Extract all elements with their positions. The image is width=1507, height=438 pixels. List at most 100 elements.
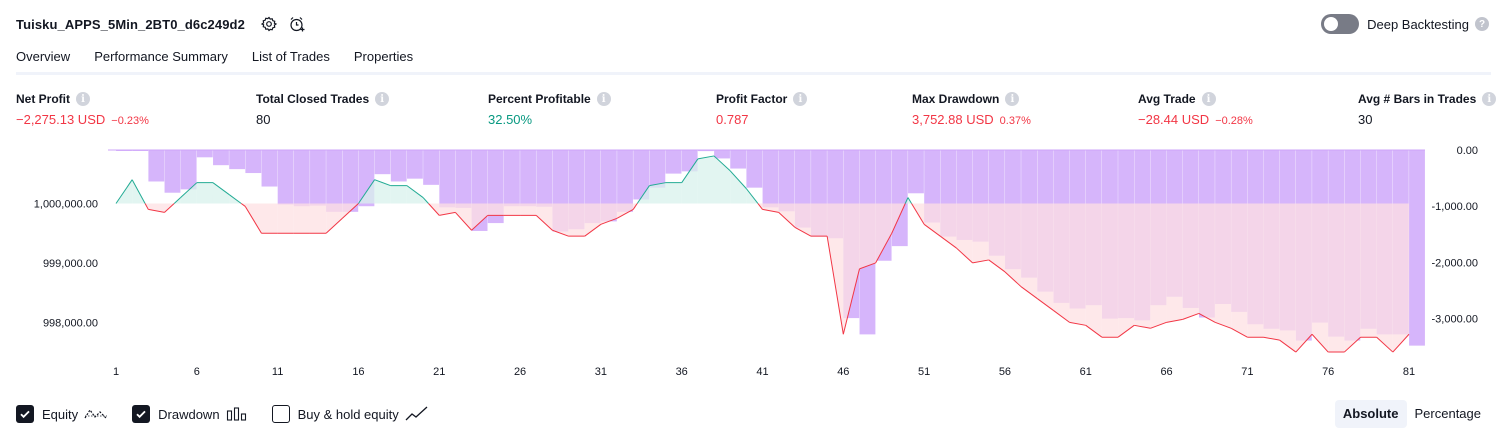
tab-properties[interactable]: Properties [353, 49, 414, 64]
equity-area [940, 203, 957, 249]
equity-line-segment [972, 259, 989, 264]
right-axis-tick-label: -1,000.00 [1432, 201, 1478, 213]
metric-percent: −0.23% [111, 115, 149, 127]
gear-icon[interactable] [259, 14, 279, 34]
equity-line-segment [1134, 324, 1151, 329]
equity-line-segment [778, 212, 796, 228]
add-alert-icon[interactable] [287, 14, 307, 34]
equity-area [390, 185, 407, 204]
equity-line-segment [1004, 271, 1022, 288]
equity-line-segment [584, 223, 602, 237]
mode-percentage[interactable]: Percentage [1414, 406, 1482, 421]
legend-drawdown[interactable]: Drawdown [132, 405, 247, 423]
equity-line-segment [1053, 310, 1070, 323]
info-icon[interactable]: i [375, 92, 390, 106]
right-axis-tick-label: -2,000.00 [1432, 257, 1478, 269]
info-icon[interactable]: i [1201, 92, 1216, 106]
equity-line-segment [244, 206, 262, 234]
metric-value: 30 [1358, 112, 1373, 127]
tab-performance-summary[interactable]: Performance Summary [94, 49, 228, 64]
equity-area [1134, 203, 1151, 329]
tab-list-of-trades[interactable]: List of Trades [251, 49, 330, 64]
x-axis-tick-label: 61 [1080, 366, 1092, 378]
drawdown-bar [213, 150, 229, 166]
metric-label: Total Closed Trades [256, 92, 370, 106]
metric-max-drawdown: Max Drawdown i 3,752.88 USD 0.37% [912, 92, 1031, 127]
equity-area [924, 203, 941, 237]
deep-backtesting-toggle[interactable] [1321, 14, 1360, 34]
equity-line-segment [600, 217, 618, 225]
right-axis-tick-label: 0.00 [1457, 145, 1478, 157]
equity-area [1069, 203, 1086, 326]
equity-line-segment [713, 155, 731, 172]
drawdown-bar [196, 150, 213, 158]
equity-area [649, 182, 666, 204]
equity-area [1247, 203, 1264, 338]
equity-area [568, 203, 585, 237]
equity-line-segment [907, 197, 912, 204]
equity-area [778, 203, 795, 228]
drawdown-checkbox[interactable] [132, 405, 151, 423]
metric-label: Max Drawdown [912, 92, 1000, 106]
equity-line-segment [1392, 333, 1410, 353]
tab-overview[interactable]: Overview [16, 44, 71, 75]
x-axis-tick-label: 21 [433, 366, 445, 378]
drawdown-bar [762, 150, 779, 208]
equity-line-segment [131, 179, 146, 204]
info-icon[interactable]: i [1005, 92, 1020, 106]
equity-area [988, 203, 1005, 272]
legend-equity[interactable]: Equity [16, 405, 108, 423]
drawdown-bar [1409, 150, 1425, 346]
equity-line-segment [636, 185, 650, 204]
help-icon[interactable]: ? [1475, 17, 1489, 31]
equity-area [1021, 203, 1038, 299]
drawdown-bar [390, 150, 407, 182]
equity-line-segment [939, 235, 957, 249]
metric-percent-profitable: Percent Profitable i 32.50% [488, 92, 611, 127]
equity-line-segment [148, 208, 165, 213]
legend-buy-hold[interactable]: Buy & hold equity [271, 405, 429, 423]
equity-line-segment [1117, 324, 1135, 338]
info-icon[interactable]: i [76, 92, 90, 106]
buy-hold-checkbox[interactable] [271, 405, 290, 423]
drawdown-bar [277, 150, 294, 205]
equity-line-segment [1344, 336, 1361, 353]
left-axis-tick-label: 1,000,000.00 [34, 198, 98, 210]
equity-area [1312, 203, 1329, 353]
mode-absolute[interactable]: Absolute [1334, 400, 1407, 428]
x-axis-tick-label: 46 [837, 366, 849, 378]
equity-area [1360, 203, 1377, 338]
equity-drawdown-chart[interactable]: 1,000,000.00 999,000.00 998,000.00 0.00 -1,0… [0, 138, 1507, 378]
info-icon[interactable]: i [793, 92, 808, 106]
equity-line-segment [616, 208, 634, 219]
drawdown-bar [245, 150, 262, 174]
metric-value: −28.44 USD [1138, 112, 1210, 127]
chart-legend: Equity Drawdown Buy & hold equity [16, 402, 453, 426]
info-icon[interactable]: i [596, 92, 611, 106]
equity-line-segment [1085, 324, 1103, 338]
equity-line-segment [212, 182, 230, 195]
legend-label: Equity [42, 406, 79, 422]
metric-value: 32.50% [488, 112, 533, 127]
drawdown-bar [342, 150, 359, 212]
equity-line-segment [649, 182, 666, 187]
equity-line-segment [471, 215, 489, 231]
equity-line-segment [1182, 312, 1200, 320]
x-axis-tick-label: 51 [918, 366, 930, 378]
equity-line-segment [144, 203, 149, 210]
x-axis-tick-label: 66 [1160, 366, 1172, 378]
drawdown-bar [310, 150, 326, 206]
equity-area [714, 155, 731, 204]
equity-line-segment [762, 208, 779, 213]
info-icon[interactable]: i [1482, 92, 1497, 106]
equity-area [843, 203, 860, 335]
right-axis-tick-label: -3,000.00 [1432, 314, 1478, 326]
equity-checkbox[interactable] [16, 405, 34, 423]
equity-line-segment [428, 203, 440, 216]
equity-area [503, 203, 521, 216]
equity-line-segment [956, 247, 973, 264]
equity-line-segment [422, 197, 429, 204]
equity-line-segment [1279, 339, 1297, 353]
equity-line-segment [1311, 333, 1329, 353]
equity-area [1263, 203, 1280, 341]
